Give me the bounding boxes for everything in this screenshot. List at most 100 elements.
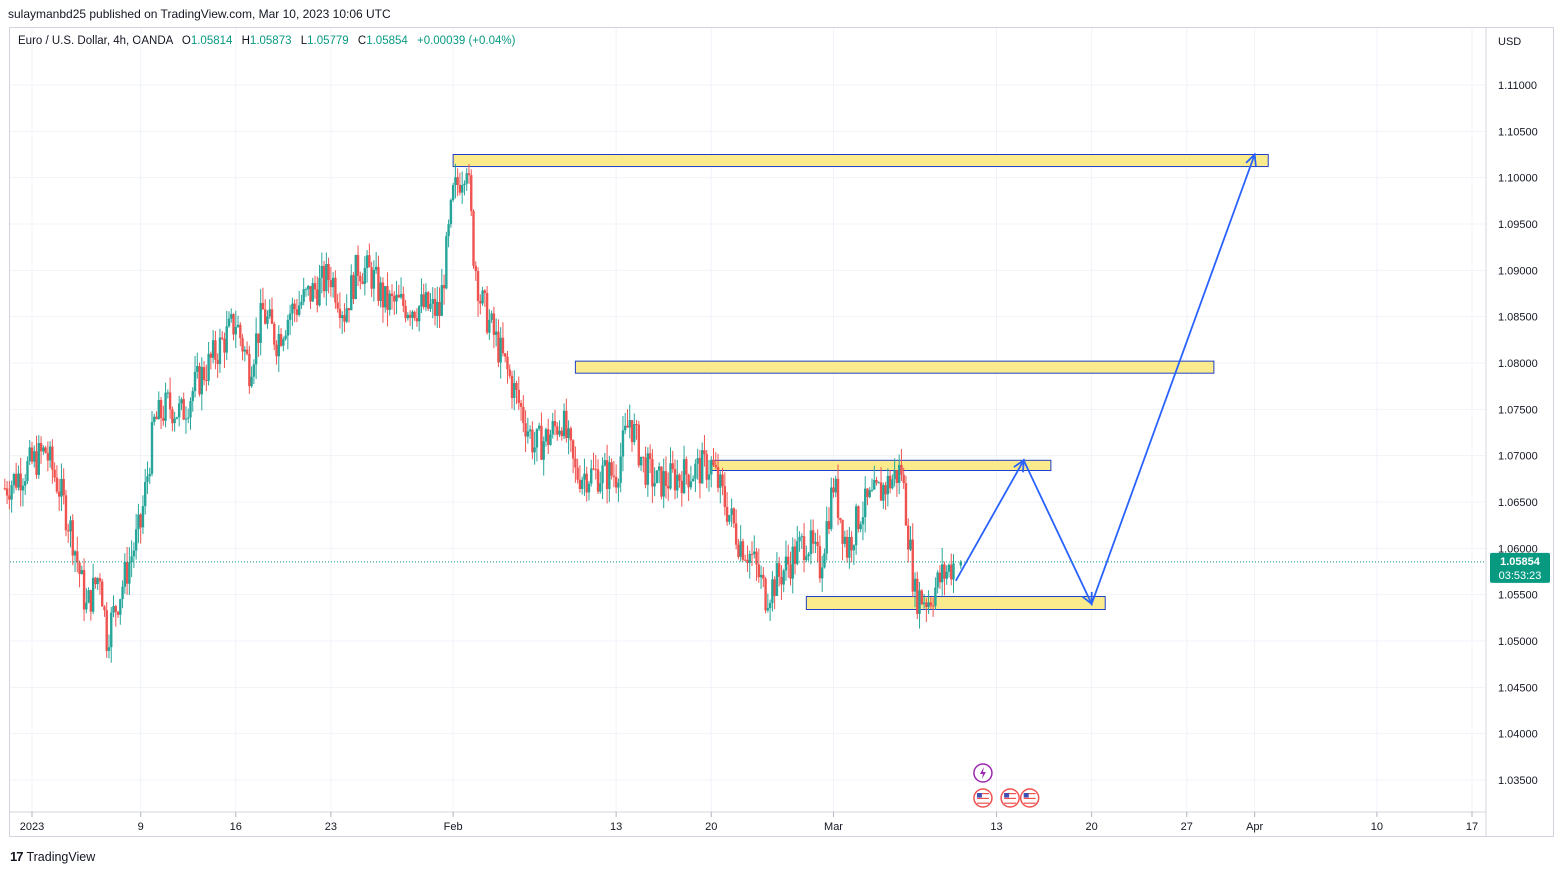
time-axis[interactable]: 2023 9 16 23 Feb 13 20 Mar 13 20 27 Apr 10 17 [20, 812, 1478, 833]
candle-body [132, 550, 136, 557]
candle-body [827, 521, 831, 529]
candle-body [205, 380, 208, 382]
candle-body [757, 564, 760, 578]
price-axis[interactable]: 1.03500 1.04000 1.04500 1.05000 1.05500 1.060… [1498, 80, 1538, 787]
price-tick-label: 1.09500 [1498, 219, 1538, 231]
candle-body [94, 577, 97, 585]
candle-body [399, 293, 403, 298]
candle-body [472, 211, 475, 266]
candle-body [433, 299, 437, 316]
candle-body [712, 460, 715, 466]
candle-body [705, 454, 708, 480]
candle-body [239, 324, 242, 339]
candle-body [852, 545, 856, 551]
projection-path [954, 154, 1256, 607]
candle-body [5, 488, 9, 496]
candle-body [155, 416, 158, 420]
candle-body [356, 254, 360, 276]
candle-body [21, 485, 25, 491]
candle-body [87, 590, 90, 603]
candle-body [603, 460, 607, 466]
candle-body [35, 451, 38, 475]
candle-body [196, 366, 199, 372]
candle-body [698, 458, 702, 484]
flag-stripe [1023, 795, 1036, 797]
candle-body [947, 564, 951, 572]
candle-body [734, 523, 738, 545]
candle-body [266, 316, 269, 324]
candle-body [841, 520, 844, 544]
candle-body [888, 475, 892, 489]
candle-body [685, 459, 688, 475]
flag-canton [976, 793, 982, 798]
flag-stripe [1004, 795, 1017, 797]
candle-body [934, 587, 937, 606]
flag-stripe [1004, 793, 1017, 795]
candle-body [85, 602, 88, 610]
candle-body [753, 551, 756, 555]
candle-body [28, 447, 31, 462]
candle-body [268, 309, 271, 317]
candle-body [64, 495, 68, 531]
time-tick-label: Apr [1246, 821, 1263, 833]
candle-body [506, 356, 509, 370]
candle-body [938, 572, 942, 583]
candle-body [30, 447, 34, 462]
candle-body [51, 446, 54, 470]
candle-body [227, 318, 231, 327]
candle-body [481, 290, 484, 304]
candle-body [671, 463, 674, 470]
symbol-legend: Euro / U.S. Dollar, 4h, OANDA O1.05814 H… [18, 35, 515, 47]
candle-body [913, 578, 917, 592]
candle-body [200, 367, 204, 395]
footer-brand: TradingView [26, 849, 96, 864]
candle-body [96, 578, 99, 585]
low-label: L [300, 35, 308, 47]
candle-body [270, 309, 274, 324]
candle-body [168, 392, 172, 410]
high-label: H [241, 35, 250, 47]
symbol-name[interactable]: Euro / U.S. Dollar, 4h, OANDA [18, 35, 173, 47]
candle-body [44, 447, 47, 453]
candle-body [504, 353, 507, 357]
candle-body [103, 606, 106, 611]
candle-body [447, 224, 450, 237]
candle-body [123, 562, 127, 587]
candle-body [877, 482, 880, 484]
candle-body [787, 556, 790, 565]
candle-body [150, 422, 154, 474]
candle-body [460, 185, 464, 193]
candle-body [920, 590, 924, 605]
open-value: 1.05814 [190, 35, 233, 47]
candle-body [107, 647, 111, 651]
candle-body [594, 468, 597, 470]
candle-body [458, 184, 462, 193]
candle-body [805, 556, 808, 561]
candle-body [646, 453, 650, 485]
candle-body [286, 319, 290, 336]
flag-stripe [1004, 797, 1017, 799]
candle-body [46, 452, 50, 461]
candle-body [415, 318, 419, 322]
candle-body [886, 475, 890, 495]
candle-body [492, 313, 496, 335]
candle-body [331, 277, 335, 288]
candle-body [798, 537, 801, 542]
candle-body [445, 236, 448, 289]
candle-body [388, 293, 391, 310]
candle-body [12, 474, 16, 486]
candle-body [818, 546, 822, 579]
candle-body [836, 478, 840, 518]
candle-body [67, 530, 70, 532]
price-zone [805, 596, 1106, 610]
candle-body [368, 255, 371, 268]
candle-body [216, 359, 219, 365]
candle-body [454, 177, 457, 186]
price-tick-label: 1.07500 [1498, 404, 1538, 416]
candle-body [254, 333, 258, 365]
candle-body [916, 578, 919, 614]
candle-body [293, 303, 296, 310]
candle-body [264, 309, 267, 324]
time-tick-label: 13 [990, 821, 1002, 833]
